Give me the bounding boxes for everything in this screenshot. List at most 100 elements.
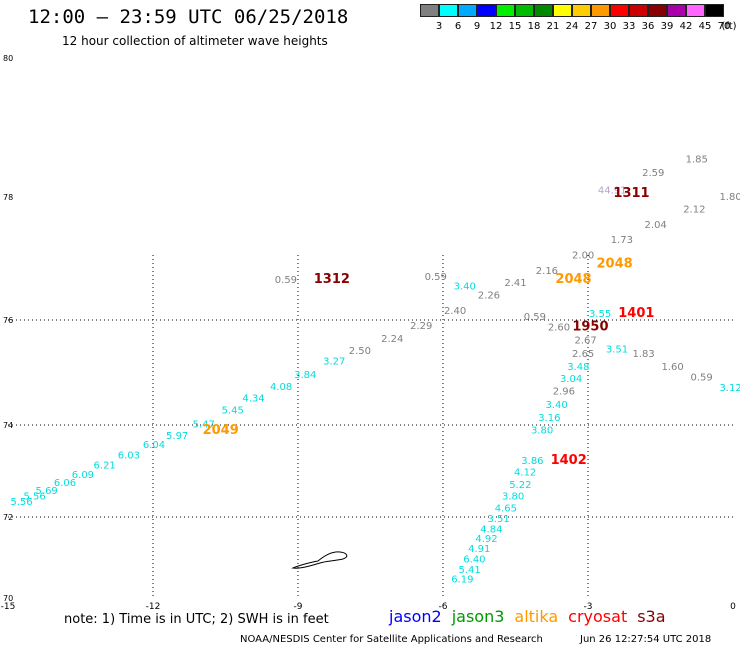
wave-height-value: 6.03 <box>118 451 140 462</box>
wave-height-value: 3.84 <box>294 370 316 381</box>
wave-height-value: 6.06 <box>54 478 76 489</box>
colorbar-label: 18 <box>527 21 541 32</box>
wave-height-value: 3.51 <box>606 345 628 356</box>
wave-height-value: 0.59 <box>275 275 297 286</box>
pass-time-label: 1402 <box>551 453 587 468</box>
colorbar-label: 3 <box>435 21 443 32</box>
wave-height-value: 3.55 <box>589 309 611 320</box>
wave-height-labels: 5.565.565.696.066.096.216.036.045.975.47… <box>10 154 740 585</box>
wave-height-value: 3.80 <box>502 492 524 503</box>
wave-height-value: 2.26 <box>478 290 500 301</box>
wave-height-value: 2.60 <box>548 323 570 334</box>
lat-tick-label: 80 <box>3 54 13 63</box>
jan-mayen-island <box>291 551 348 569</box>
lon-tick-label: -9 <box>294 602 303 612</box>
colorbar-swatch <box>553 4 572 17</box>
wave-height-value: 5.69 <box>36 486 58 497</box>
wave-height-value: 2.00 <box>572 251 594 262</box>
colorbar-swatch <box>515 4 534 17</box>
legend-entry-cryosat: cryosat <box>568 607 628 626</box>
colorbar-swatch <box>686 4 705 17</box>
pass-time-label: 2048 <box>596 257 632 272</box>
lon-tick-label: -3 <box>584 602 593 612</box>
footer-note: note: 1) Time is in UTC; 2) SWH is in fe… <box>64 612 329 627</box>
wave-height-value: 2.50 <box>349 346 371 357</box>
legend-entry-jason2: jason2 <box>389 607 442 626</box>
satellite-legend: jason2 jason3 altika cryosat s3a <box>389 607 676 626</box>
pass-time-label: 1401 <box>618 306 654 321</box>
colorbar-label: 6 <box>454 21 462 32</box>
wave-height-value: 2.29 <box>410 321 432 332</box>
wave-height-value: 2.65 <box>572 349 594 360</box>
colorbar-swatch <box>572 4 591 17</box>
wave-height-value: 3.12 <box>719 383 740 394</box>
colorbar-label: 9 <box>473 21 481 32</box>
colorbar-swatch <box>439 4 458 17</box>
wave-height-value: 3.86 <box>521 456 543 467</box>
lat-tick-label: 74 <box>3 421 13 430</box>
colorbar-label: 27 <box>584 21 598 32</box>
wave-height-value: 2.67 <box>574 336 596 347</box>
colorbar-swatch <box>610 4 629 17</box>
wave-height-value: 6.09 <box>72 470 94 481</box>
wave-height-value: 5.47 <box>193 419 215 430</box>
wave-height-value: 5.56 <box>10 497 32 508</box>
colorbar-label: 33 <box>622 21 636 32</box>
wave-height-value: 2.16 <box>536 266 558 277</box>
satellite-pass-labels: 1312 1311 2048 2048 1401 1950 2049 1402 <box>203 186 655 468</box>
wave-height-value: 5.45 <box>222 405 244 416</box>
wave-height-value: 3.48 <box>567 362 589 373</box>
map-subtitle: 12 hour collection of altimeter wave hei… <box>62 34 328 48</box>
wave-height-value: 1.73 <box>611 235 633 246</box>
footer-timestamp: Jun 26 12:27:54 UTC 2018 <box>580 634 712 645</box>
lon-tick-label: -12 <box>146 602 161 612</box>
wave-height-value: 4.34 <box>242 393 264 404</box>
wave-height-value: 0.59 <box>425 272 447 283</box>
wave-height-value: 6.19 <box>451 575 473 586</box>
wave-height-value: 3.04 <box>560 374 582 385</box>
pass-time-label: 2049 <box>203 423 239 438</box>
colorbar-swatch <box>629 4 648 17</box>
pass-time-label: 1312 <box>314 272 350 287</box>
pass-time-label: 1311 <box>613 186 649 201</box>
wave-height-value: 4.08 <box>270 382 292 393</box>
colorbar-label: 42 <box>679 21 693 32</box>
colorbar-swatch <box>534 4 553 17</box>
colorbar-swatch <box>705 4 724 17</box>
wave-height-value: 1.83 <box>632 349 654 360</box>
lon-tick-label: -15 <box>1 602 16 612</box>
colorbar-swatch <box>591 4 610 17</box>
wave-height-value: 2.41 <box>504 278 526 289</box>
wave-height-value: 2.96 <box>553 387 575 398</box>
wave-height-value: 6.21 <box>94 461 116 472</box>
lon-tick-label: 0 <box>730 602 736 612</box>
legend-entry-s3a: s3a <box>637 607 666 626</box>
wave-height-value: 3.27 <box>323 357 345 368</box>
legend-entry-altika: altika <box>514 607 559 626</box>
pass-time-label: 1950 <box>572 320 608 335</box>
colorbar-label: 39 <box>660 21 674 32</box>
wave-height-value: 4.91 <box>468 544 490 555</box>
wave-height-value: 5.56 <box>23 492 45 503</box>
lat-tick-label: 78 <box>3 193 13 202</box>
wave-height-value: 3.51 <box>487 514 509 525</box>
colorbar-label: 30 <box>603 21 617 32</box>
wave-height-value: 1.60 <box>661 362 683 373</box>
wave-height-value: 6.40 <box>463 554 485 565</box>
colorbar-label: 24 <box>565 21 579 32</box>
colorbar-swatch <box>420 4 439 17</box>
wave-height-value: 4.84 <box>480 524 502 535</box>
footer-credit: NOAA/NESDIS Center for Satellite Applica… <box>240 634 543 645</box>
wave-height-value: 4.12 <box>514 468 536 479</box>
wave-height-value: 5.97 <box>166 431 188 442</box>
colorbar-label: 36 <box>641 21 655 32</box>
lon-tick-label: -6 <box>439 602 448 612</box>
lat-tick-label: 70 <box>3 594 13 603</box>
colorbar-swatch <box>477 4 496 17</box>
colorbar-swatch <box>496 4 515 17</box>
colorbar-label: 15 <box>508 21 522 32</box>
colorbar-swatch <box>648 4 667 17</box>
colorbar-label: 45 <box>698 21 712 32</box>
map-title: 12:00 – 23:59 UTC 06/25/2018 <box>28 6 349 28</box>
lat-tick-label: 72 <box>3 513 13 522</box>
